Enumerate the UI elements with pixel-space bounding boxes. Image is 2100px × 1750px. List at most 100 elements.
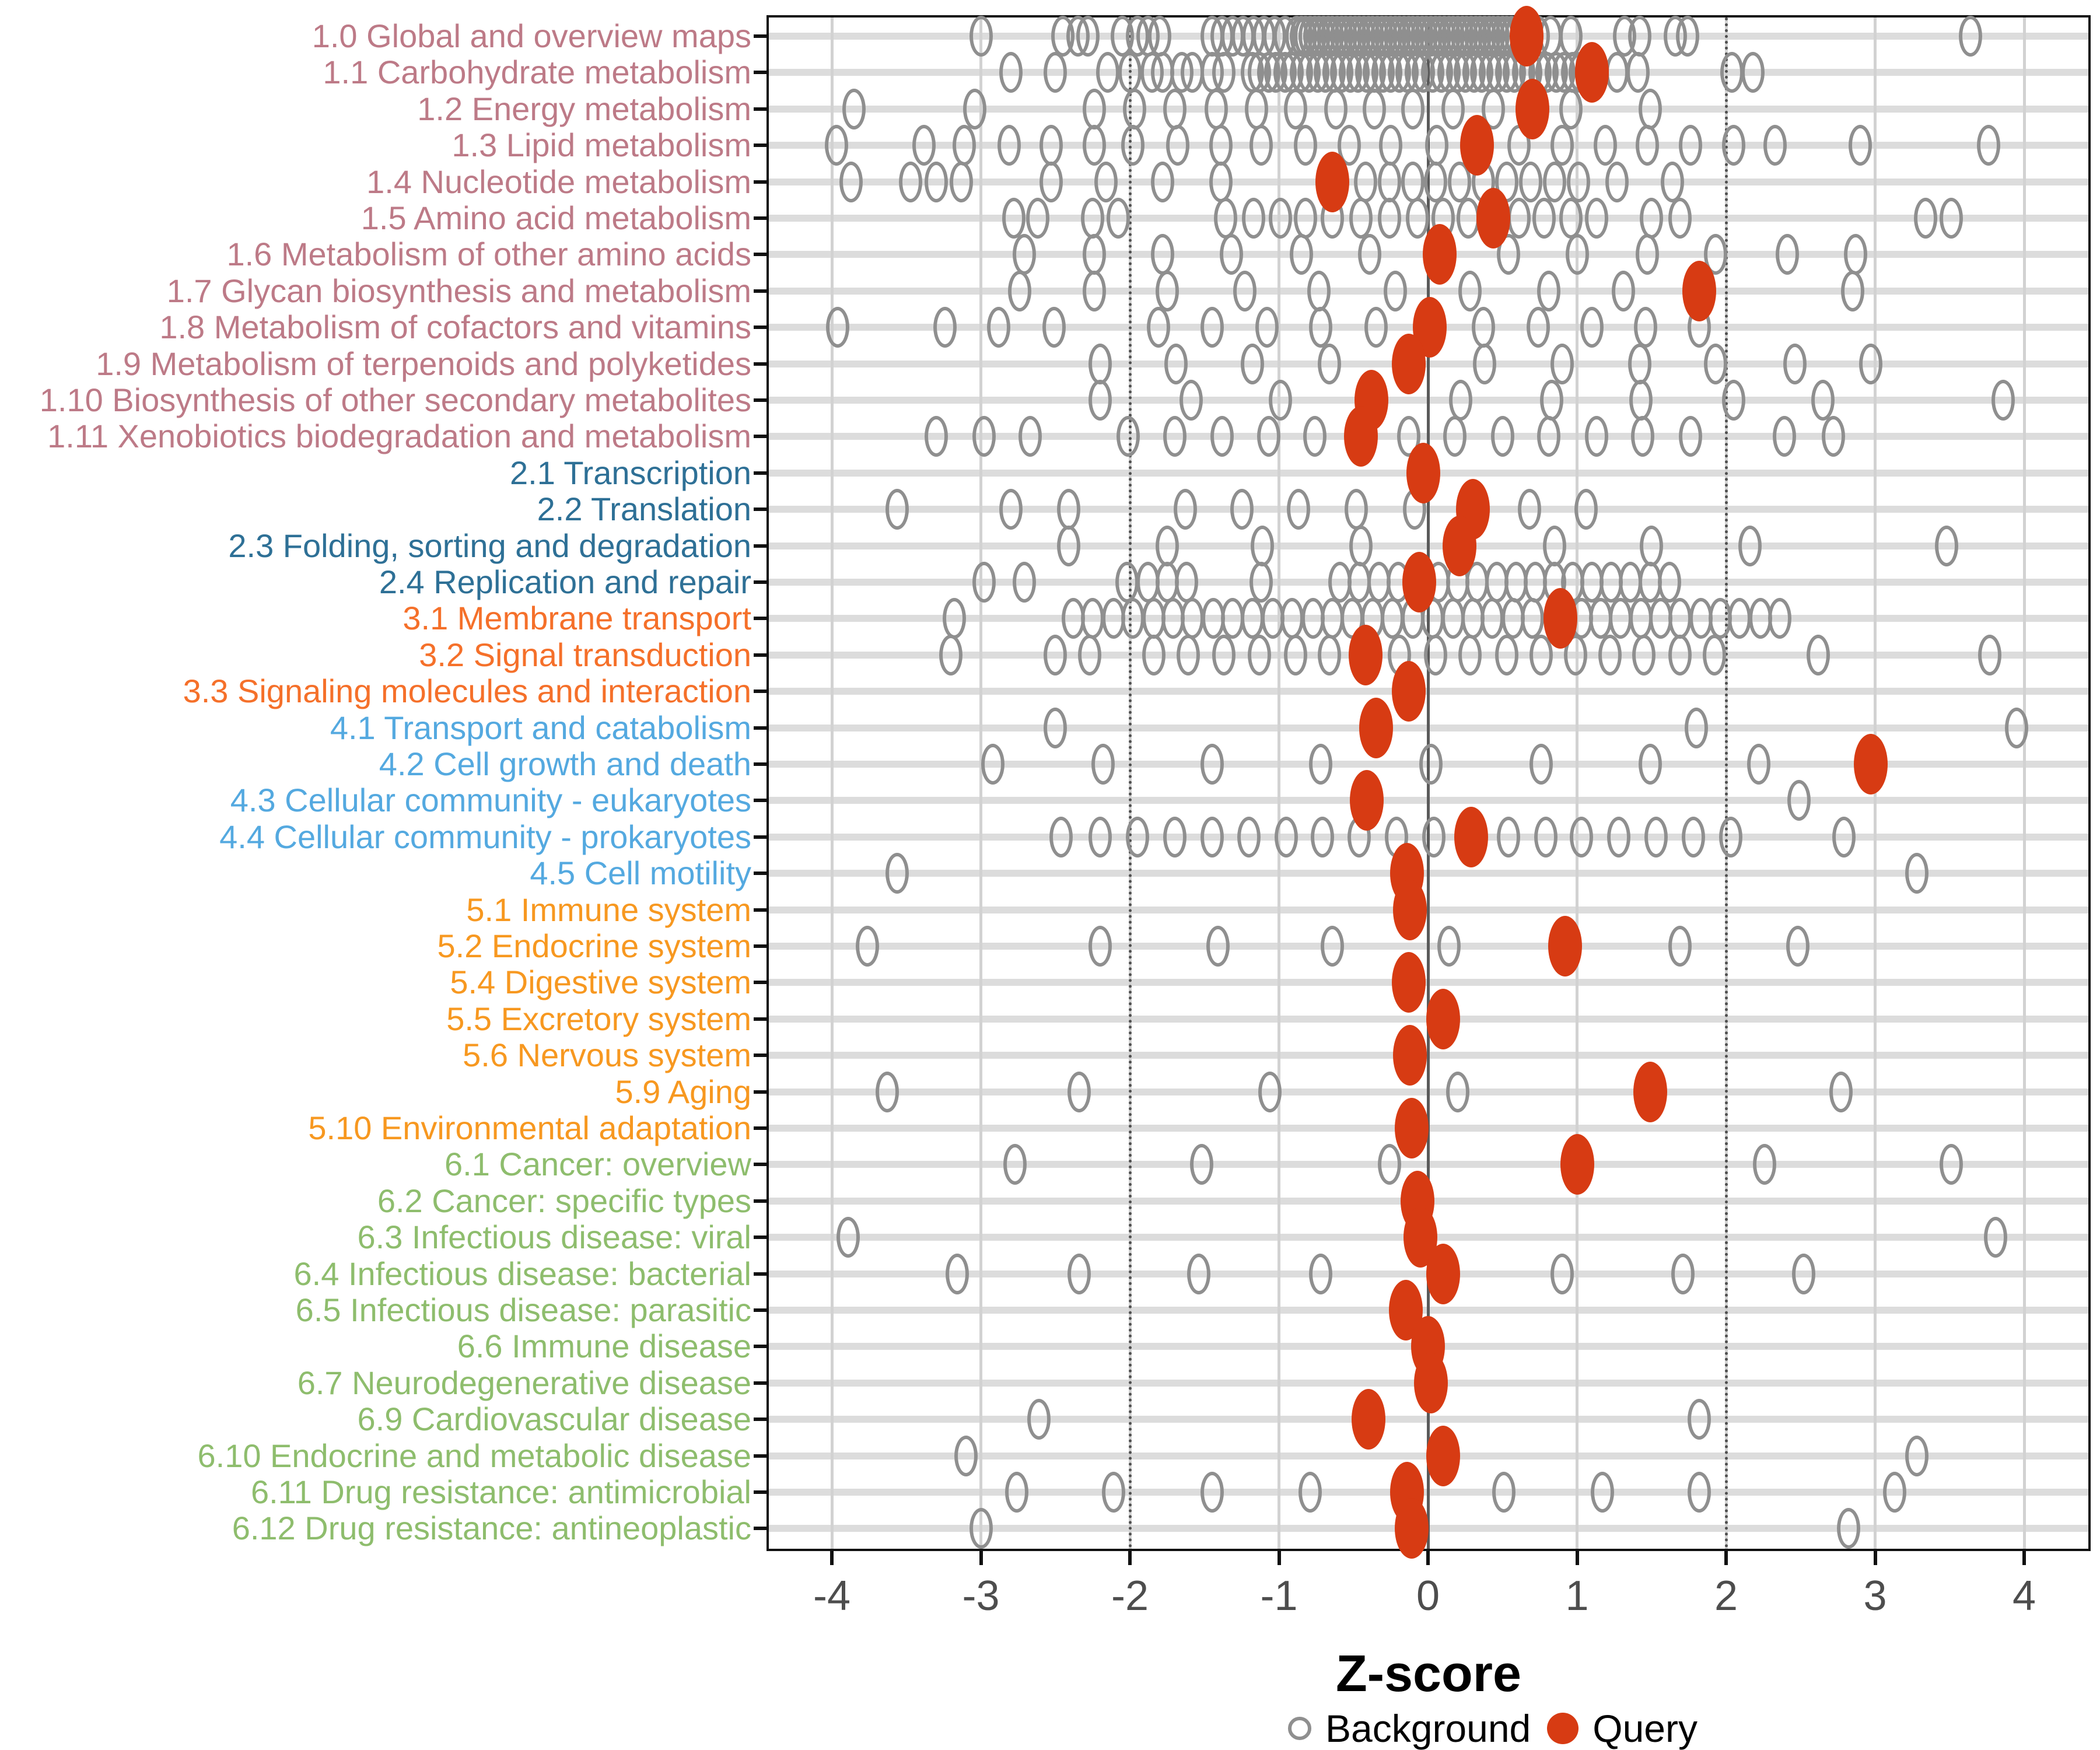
query-dot (1426, 1243, 1460, 1304)
background-dot (1166, 125, 1189, 166)
background-dot (969, 16, 993, 57)
background-dot (1807, 634, 1831, 676)
query-dot (1348, 624, 1382, 685)
background-dot (1441, 88, 1465, 130)
background-dot (1173, 489, 1197, 530)
background-dot (2005, 707, 2029, 748)
background-dot (1626, 52, 1650, 93)
background-dot (1992, 380, 2015, 421)
y-axis-label: 1.4 Nucleotide metabolism (366, 163, 751, 200)
background-dot (1661, 161, 1685, 202)
query-dot (1414, 1352, 1448, 1413)
y-axis-label: 6.2 Cancer: specific types (377, 1182, 751, 1219)
y-axis-label: 5.2 Endocrine system (437, 928, 751, 964)
query-dot (1426, 988, 1460, 1049)
background-dot (1704, 234, 1728, 275)
background-dot (1632, 634, 1656, 676)
y-axis-label: 5.1 Immune system (466, 891, 751, 928)
x-axis-title: Z-score (1336, 1644, 1521, 1702)
y-axis-label: 1.6 Metabolism of other amino acids (226, 236, 751, 273)
background-dot (1668, 634, 1692, 676)
y-axis-tick (754, 362, 768, 366)
background-dot (1678, 416, 1702, 457)
background-dot (1142, 634, 1166, 676)
background-dot (969, 1508, 993, 1549)
y-axis-tick (754, 1454, 768, 1458)
background-dot (1775, 234, 1799, 275)
query-dot (1460, 115, 1494, 176)
background-dot (1608, 598, 1632, 639)
query-dot (1454, 806, 1489, 867)
background-dot (942, 598, 966, 639)
background-dot (999, 52, 1023, 93)
background-dot (1443, 416, 1466, 457)
background-dot (1540, 380, 1564, 421)
plot-panel (766, 6, 2091, 1559)
background-dot (1741, 52, 1765, 93)
x-axis-tick-label: -3 (962, 1573, 1000, 1619)
query-dot (1315, 151, 1350, 212)
x-axis-tick-label: 3 (1863, 1573, 1887, 1619)
background-dot (1363, 88, 1387, 130)
background-dot (1379, 125, 1403, 166)
background-dot (1422, 816, 1446, 858)
background-dot (1309, 744, 1333, 785)
background-dot (1380, 598, 1404, 639)
background-dot (1088, 343, 1112, 384)
background-dot (1480, 598, 1504, 639)
background-dot (1559, 198, 1583, 239)
background-dot (1044, 52, 1068, 93)
y-axis-label: 6.5 Infectious disease: parasitic (295, 1292, 751, 1328)
y-axis-tick (754, 799, 768, 803)
background-dot (1984, 1217, 2008, 1258)
x-axis-tick-label: 4 (2012, 1573, 2036, 1619)
background-dot (1939, 1144, 1963, 1185)
background-dot (842, 88, 866, 130)
background-dot (1349, 525, 1373, 566)
background-dot (1240, 343, 1264, 384)
background-dot (1644, 816, 1668, 858)
background-dot (1377, 161, 1401, 202)
legend-item-query: Query (1547, 1709, 1698, 1748)
background-dot (1492, 1472, 1516, 1513)
query-dot (1393, 879, 1427, 940)
background-dot (1449, 380, 1473, 421)
background-dot (1635, 234, 1659, 275)
background-dot (1115, 562, 1139, 603)
background-dot (963, 88, 987, 130)
background-dot (1209, 125, 1233, 166)
y-axis-label: 2.3 Folding, sorting and degradation (228, 527, 751, 564)
background-dot (1396, 416, 1420, 457)
legend-item-background: Background (1288, 1709, 1531, 1748)
background-dot (1082, 270, 1106, 312)
query-dot (1548, 916, 1583, 977)
background-dot (1213, 198, 1237, 239)
y-axis-tick (754, 908, 768, 912)
x-axis-tick (1128, 1551, 1132, 1565)
x-axis-tick-label: 1 (1565, 1573, 1589, 1619)
background-dot (1688, 1472, 1711, 1513)
background-dot (987, 307, 1011, 348)
background-dot (1473, 343, 1497, 384)
background-dot (1401, 161, 1425, 202)
y-axis-tick (754, 180, 768, 184)
background-dot (1179, 380, 1203, 421)
background-dot (1248, 634, 1272, 676)
y-axis-tick (754, 1090, 768, 1094)
background-dot (1200, 744, 1224, 785)
y-axis-label: 4.3 Cellular community - eukaryotes (230, 782, 751, 819)
grid-column-line (830, 18, 834, 1549)
query-dot (1394, 1498, 1429, 1559)
background-dot (1255, 307, 1279, 348)
background-dot (1640, 525, 1664, 566)
background-dot (1082, 234, 1106, 275)
background-dot (1186, 1253, 1210, 1294)
query-dot (1406, 442, 1441, 503)
background-dot (1482, 88, 1506, 130)
background-dot (999, 489, 1023, 530)
background-dot (1155, 525, 1179, 566)
background-dot (1534, 816, 1558, 858)
y-axis-tick (754, 508, 768, 512)
background-dot (1657, 562, 1681, 603)
background-dot (1219, 234, 1243, 275)
